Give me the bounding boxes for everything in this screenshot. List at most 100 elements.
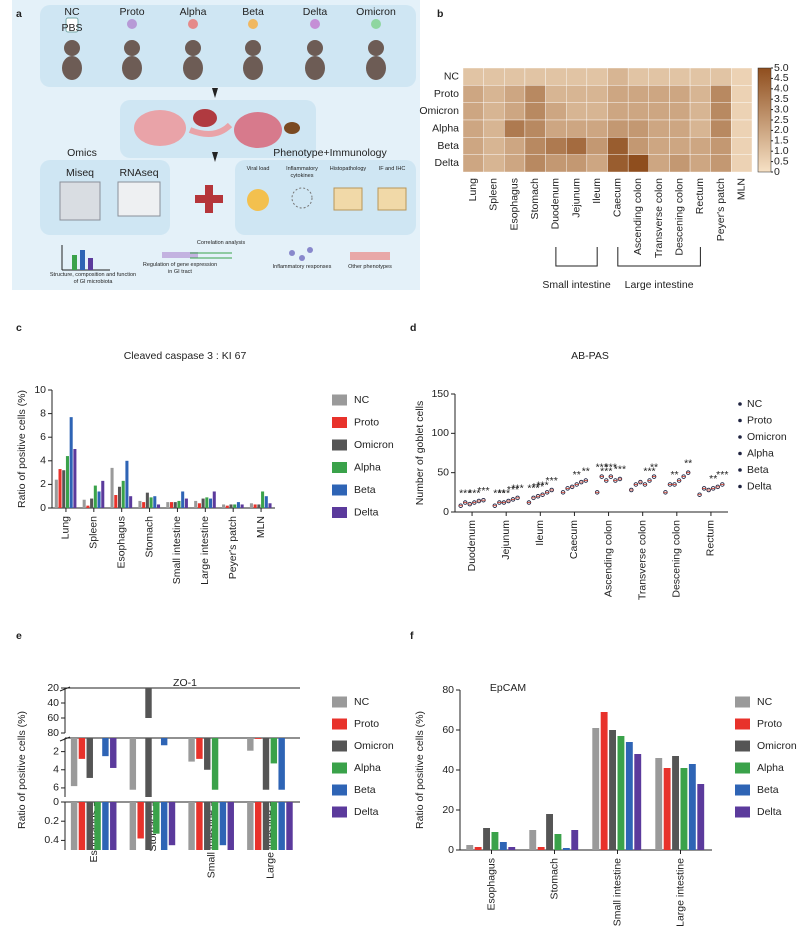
heatmap-cell — [545, 85, 567, 103]
column-label: Caecum — [612, 178, 624, 217]
bar — [663, 768, 671, 850]
heatmap-cell — [669, 85, 691, 103]
strain-label: Alpha — [180, 6, 207, 18]
group-bracket — [555, 247, 598, 267]
caption-box: Regulation of gene expression in GI trac… — [142, 262, 218, 275]
bar — [110, 802, 117, 850]
heatmap-cell — [545, 154, 567, 173]
heatmap-cell — [627, 102, 649, 121]
legend-swatch — [332, 762, 347, 774]
organ-icons — [134, 109, 300, 148]
bar — [697, 784, 705, 850]
legend-label: Omicron — [354, 740, 394, 752]
heatmap-cell — [607, 102, 629, 121]
bar — [110, 738, 117, 768]
heatmap-cell — [504, 102, 526, 121]
heatmap-cell — [731, 102, 753, 121]
arrow — [212, 88, 218, 98]
heatmap-cell — [627, 67, 649, 86]
caption-box: Viral load — [247, 166, 270, 172]
heatmap-cell — [731, 119, 753, 138]
heatmap-cell — [545, 137, 567, 155]
heatmap-cell — [607, 67, 629, 86]
bar — [196, 802, 203, 850]
legend-swatch — [735, 806, 750, 818]
bar — [634, 754, 642, 850]
heatmap-cell — [586, 137, 608, 155]
bar — [82, 499, 86, 508]
bar — [257, 504, 261, 508]
heatmap-cell — [524, 85, 546, 103]
significance: *** — [459, 487, 471, 499]
heatmap-cell — [566, 85, 588, 103]
y-tick-label: 0.2 — [44, 815, 59, 827]
bar — [278, 738, 285, 790]
bar — [261, 491, 265, 508]
heatmap-cell — [462, 119, 484, 138]
legend-swatch — [332, 696, 347, 708]
significance: *** — [596, 461, 608, 473]
bar — [188, 738, 195, 762]
method-label: Miseq — [66, 167, 94, 179]
bar — [129, 496, 133, 508]
column-label: Peyer's patch — [715, 178, 727, 241]
bar — [253, 504, 257, 508]
colorbar-label: 3.5 — [774, 93, 789, 105]
legend-label: Beta — [354, 784, 376, 796]
bar — [181, 491, 185, 508]
chart-title: AB-PAS — [571, 350, 609, 362]
bar — [196, 738, 203, 759]
y-tick-label: 0 — [53, 796, 59, 808]
bar — [149, 497, 153, 508]
y-tick-label: 0 — [448, 844, 454, 856]
significance: ** — [684, 457, 692, 469]
heatmap-cell — [586, 154, 608, 173]
caption: Inflammatory cytokines — [286, 166, 318, 179]
bar — [194, 500, 198, 508]
legend-label: Omicron — [354, 439, 394, 451]
strain-label: Beta — [242, 6, 264, 18]
bar — [508, 847, 516, 850]
bar — [86, 738, 93, 778]
bar — [94, 802, 101, 850]
axis-break — [59, 686, 71, 692]
heatmap-cell — [483, 137, 505, 155]
legend-swatch — [332, 718, 347, 730]
heatmap-cell — [648, 102, 670, 121]
caption: Regulation of gene expression in GI trac… — [142, 262, 218, 275]
strain-label: NC — [64, 6, 80, 18]
legend-marker — [738, 435, 742, 439]
legend-swatch — [332, 507, 347, 518]
legend-label: Beta — [757, 784, 779, 796]
legend-swatch — [332, 462, 347, 473]
bar — [160, 802, 168, 850]
x-tick-label: Lung — [60, 516, 72, 540]
significance: ** — [670, 469, 678, 481]
x-tick-label: Rectum — [705, 520, 717, 556]
bar — [145, 738, 152, 797]
legend-label: NC — [747, 398, 763, 410]
column-label: Jejunum — [570, 178, 582, 218]
bar — [86, 505, 90, 508]
significance: ** — [582, 465, 590, 477]
heatmap-cell — [627, 85, 649, 103]
row-label: NC — [444, 70, 460, 82]
bar — [625, 742, 633, 850]
heatmap-cell — [689, 137, 711, 155]
heatmap-cell — [545, 67, 567, 86]
bar — [166, 502, 170, 508]
y-tick-label: 8 — [40, 407, 46, 419]
bar — [205, 497, 209, 508]
y-tick-label: 80 — [442, 684, 454, 696]
caption-box: Histopathology — [330, 166, 366, 172]
bar — [173, 502, 177, 508]
colorbar-label: 0 — [774, 166, 780, 178]
heatmap-cell — [731, 154, 753, 173]
x-tick-label: Spleen — [88, 516, 100, 549]
bar — [145, 688, 152, 718]
heatmap-cell — [586, 102, 608, 121]
bar — [101, 480, 105, 508]
x-tick-label: MLN — [255, 516, 267, 538]
bar — [254, 802, 262, 850]
y-axis-label: Ratio of positive cells (%) — [16, 711, 28, 829]
